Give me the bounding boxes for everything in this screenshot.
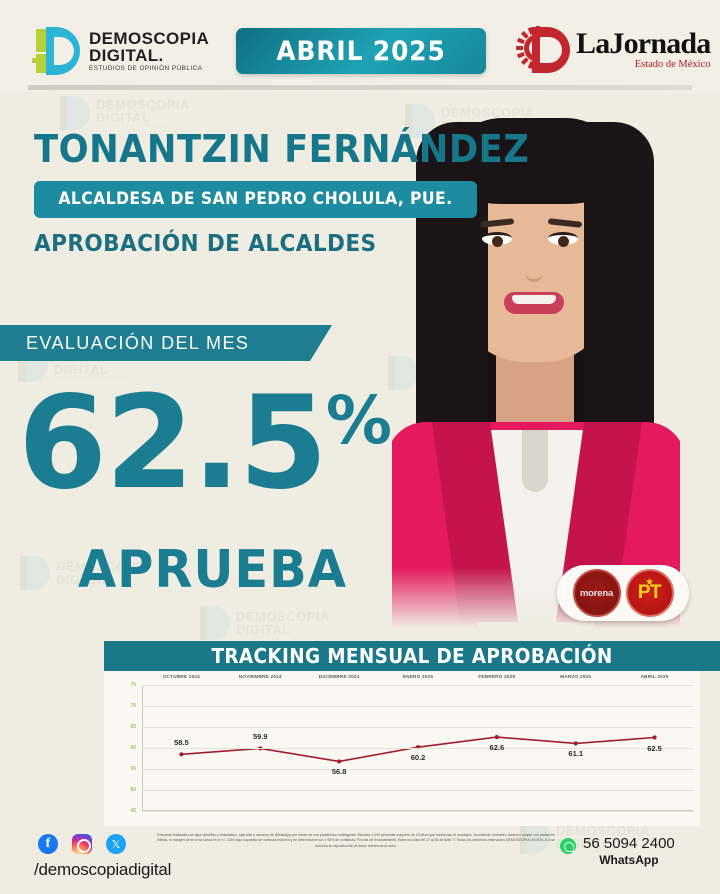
brand-line1: DEMOSCOPIA <box>89 28 210 48</box>
approval-number: 62.5 <box>18 369 328 518</box>
chart-title-banner: TRACKING MENSUAL DE APROBACIÓN <box>104 641 720 671</box>
chart-x-tick: ABRIL 2025 <box>640 674 669 679</box>
chart-value-label: 56.8 <box>331 767 347 777</box>
chart-x-tick: OCTUBRE 2024 <box>162 674 201 679</box>
chart-y-tick: 65 <box>130 724 136 730</box>
chart-value-label: 58.5 <box>174 738 189 748</box>
chart-x-axis-labels: OCTUBRE 2024 NOVIEMBRE 2024 DICIEMBRE 2024… <box>104 671 700 685</box>
facebook-icon[interactable] <box>38 834 58 854</box>
demoscopia-d-icon <box>32 27 82 75</box>
watermark-d-icon <box>200 606 230 640</box>
hair-right <box>584 122 654 452</box>
party-logo-pt: ★ PT <box>625 569 674 617</box>
pupil-right <box>558 236 569 247</box>
watermark: DEMOSCOPIA DIGITAL ESTUDIOS DE OPINIÓN P… <box>60 96 190 130</box>
twitter-icon[interactable] <box>106 834 126 854</box>
party-label-pt: PT <box>637 582 662 603</box>
chart-value-label: 59.9 <box>252 732 268 742</box>
page-subtitle: APROBACIÓN DE ALCALDES <box>34 231 377 257</box>
chart-title: TRACKING MENSUAL DE APROBACIÓN <box>211 644 613 668</box>
lajornada-region: Estado de México <box>634 59 711 71</box>
brand-line2: DIGITAL. <box>89 45 164 65</box>
role-badge-label: ALCALDESA DE SAN PEDRO CHOLULA, PUE. <box>58 189 453 208</box>
methodology-disclaimer: Encuesta realizada con rigor científico … <box>157 833 555 848</box>
demoscopia-logo: DEMOSCOPIA DIGITAL. ESTUDIOS DE OPINIÓN … <box>32 27 209 75</box>
evaluation-section-label: EVALUACIÓN DEL MES <box>26 332 250 353</box>
chart-x-axis <box>142 810 694 811</box>
chart-x-tick: FEBRERO 2025 <box>478 674 516 679</box>
chart-x-tick: DICIEMBRE 2024 <box>318 674 360 679</box>
watermark: DEMOSCOPIA DIGITAL <box>200 606 330 640</box>
chart-value-label: 60.2 <box>410 753 426 763</box>
chart-y-tick: 70 <box>130 703 136 709</box>
chart-gridline <box>142 790 694 791</box>
watermark-line2: DIGITAL <box>96 109 151 125</box>
month-banner-label: ABRIL 2025 <box>276 35 446 67</box>
chart-y-tick: 45 <box>130 808 136 814</box>
teeth <box>512 295 556 304</box>
header: DEMOSCOPIA DIGITAL. ESTUDIOS DE OPINIÓN … <box>0 0 720 92</box>
chart-x-tick: ENERO 2025 <box>402 674 434 679</box>
brand-tagline: ESTUDIOS DE OPINIÓN PÚBLICA <box>89 64 203 72</box>
chart-y-tick: 55 <box>130 766 136 772</box>
nose <box>525 252 543 282</box>
chart-value-label: 62.6 <box>489 743 505 753</box>
instagram-icon[interactable] <box>72 834 92 854</box>
party-badge-group: morena ★ PT <box>557 565 689 621</box>
social-links <box>38 834 126 854</box>
social-handle[interactable]: /demoscopiadigital <box>34 860 172 879</box>
footer: /demoscopiadigital <box>0 826 720 894</box>
chart-right-margin <box>700 671 720 826</box>
approval-caption: APRUEBA <box>78 540 347 600</box>
watermark-line1: DEMOSCOPIA <box>96 96 190 112</box>
chart-y-tick: 50 <box>130 787 136 793</box>
hair-left <box>416 122 488 452</box>
title-block: TONANTZIN FERNÁNDEZ ALCALDESA DE SAN PED… <box>34 130 567 257</box>
watermark-d-icon <box>20 556 50 590</box>
pupil-left <box>492 236 503 247</box>
watermark-line1: DEMOSCOPIA <box>236 609 330 624</box>
tracking-chart: OCTUBRE 2024 NOVIEMBRE 2024 DICIEMBRE 2024… <box>104 671 720 826</box>
party-label-morena: morena <box>579 587 614 599</box>
approval-unit: % <box>325 382 392 459</box>
chart-plot-area: 75 70 65 60 55 50 45 58.5 59.9 56.8 60.2 62.6 61.1 62… <box>130 682 694 814</box>
evaluation-section-bar: EVALUACIÓN DEL MES <box>0 325 332 361</box>
chart-y-tick: 75 <box>130 682 136 688</box>
header-divider <box>28 85 692 90</box>
chart-gridline <box>142 685 694 686</box>
chart-gridline <box>142 769 694 770</box>
lajornada-gear-icon <box>516 24 570 76</box>
role-badge: ALCALDESA DE SAN PEDRO CHOLULA, PUE. <box>34 181 477 218</box>
watermark-d-icon <box>60 96 90 130</box>
chart-value-label: 61.1 <box>568 749 584 759</box>
lajornada-logo: LaJornada Estado de México <box>516 24 711 76</box>
star-icon: ★ <box>645 577 654 588</box>
whatsapp-contact[interactable]: 56 5094 2400 WhatsApp <box>560 836 675 867</box>
party-logo-morena: morena <box>572 569 621 617</box>
whatsapp-icon <box>560 838 576 854</box>
watermark-line2: DIGITAL <box>236 622 291 637</box>
chart-gridline <box>142 811 694 812</box>
chart-x-tick: MARZO 2025 <box>560 674 592 679</box>
chart-gridline <box>142 727 694 728</box>
whatsapp-label: WhatsApp <box>599 852 659 867</box>
chart-x-tick: NOVIEMBRE 2024 <box>238 674 282 679</box>
lajornada-name: LaJornada <box>576 27 711 61</box>
chart-y-tick: 60 <box>130 745 136 751</box>
approval-value: 62.5% <box>18 380 392 508</box>
page-title: TONANTZIN FERNÁNDEZ <box>34 127 530 171</box>
whatsapp-number: 56 5094 2400 <box>583 835 675 852</box>
month-banner: ABRIL 2025 <box>236 28 486 74</box>
chart-value-label: 62.5 <box>647 743 662 753</box>
chart-gridline <box>142 748 694 749</box>
chart-gridline <box>142 706 694 707</box>
